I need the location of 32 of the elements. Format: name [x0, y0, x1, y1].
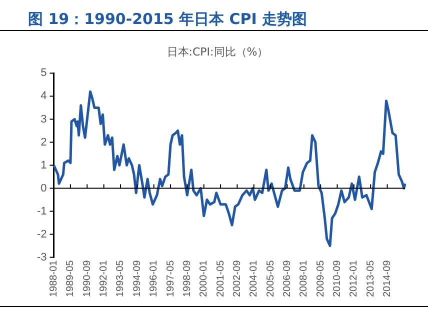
x-tick-label: 2010-09	[332, 260, 344, 298]
x-tick-label: 1994-09	[132, 260, 143, 298]
x-tick-label: 2002-09	[232, 260, 243, 298]
y-tick-label: 1	[40, 159, 47, 172]
x-tick-label: 2014-09	[382, 260, 394, 298]
chart-subtitle: 日本:CPI:同比（%）	[166, 45, 268, 58]
y-tick-label: 5	[40, 67, 47, 80]
x-tick-label: 2006-09	[282, 260, 293, 298]
y-tick-label: -2	[37, 228, 47, 240]
x-tick-label: 1989-05	[65, 260, 76, 298]
y-tick-label: 0	[40, 182, 47, 194]
x-tick-label: 2009-05	[315, 260, 326, 298]
x-tick-label: 1992-01	[98, 260, 110, 298]
x-tick-label: 2004-01	[248, 260, 260, 298]
x-tick-label: 2000-01	[198, 260, 210, 298]
x-tick-label: 1990-09	[82, 260, 93, 298]
x-tick-label: 1998-09	[182, 260, 193, 298]
x-tick-label: 1993-05	[115, 260, 126, 298]
x-tick-label: 2013-05	[365, 260, 376, 298]
y-tick-label: -3	[37, 251, 47, 264]
y-tick-label: 3	[40, 113, 47, 126]
x-tick-label: 2012-01	[348, 260, 360, 298]
x-tick-label: 1988-01	[48, 260, 60, 298]
x-tick-label: 1997-05	[165, 260, 176, 298]
y-tick-label: 2	[40, 136, 47, 148]
chart-title: 图 19：1990-2015 年日本 CPI 走势图	[28, 10, 308, 29]
y-tick-label: -1	[37, 205, 47, 218]
y-tick-label: 4	[40, 90, 47, 102]
x-tick-label: 1996-01	[148, 260, 160, 298]
x-tick-label: 2001-05	[215, 260, 226, 298]
x-tick-label: 2005-05	[265, 260, 276, 298]
x-tick-label: 2008-01	[298, 260, 310, 298]
